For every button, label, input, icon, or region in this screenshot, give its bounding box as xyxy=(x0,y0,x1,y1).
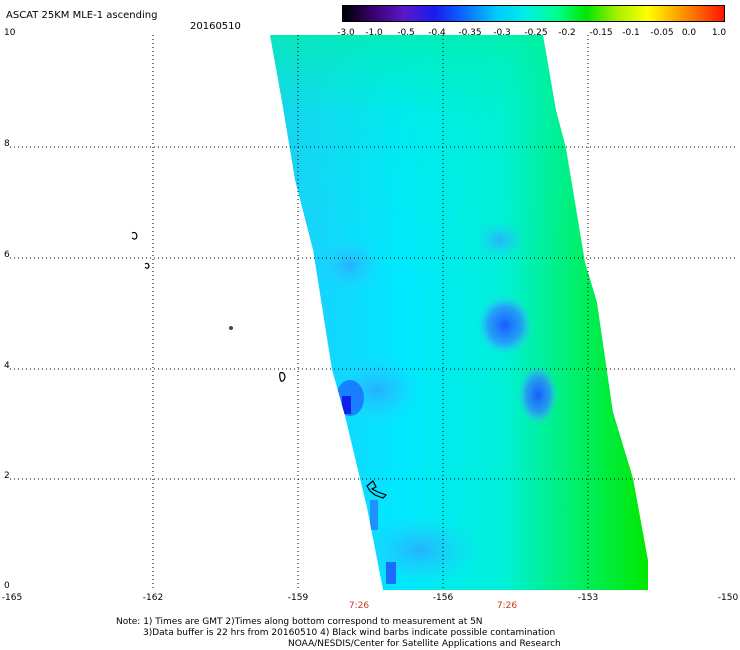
swath-data xyxy=(270,35,648,590)
colorbar-label: 1.0 xyxy=(711,28,727,38)
scatterometer-map xyxy=(10,35,735,590)
latitude-label: 4 xyxy=(4,361,10,371)
latitude-label: 10 xyxy=(4,28,16,38)
longitude-label: -150 xyxy=(717,593,739,603)
footnote-line-1: Note: 1) Times are GMT 2)Times along bot… xyxy=(116,617,483,627)
colorbar-label: -3.0 xyxy=(337,28,355,38)
footnote-line-3: NOAA/NESDIS/Center for Satellite Applica… xyxy=(288,639,561,649)
colorbar-label: -0.2 xyxy=(558,28,576,38)
longitude-label: -156 xyxy=(432,593,454,603)
latitude-label: 8 xyxy=(4,139,10,149)
longitude-label: -165 xyxy=(1,593,23,603)
colorbar-label: 0.0 xyxy=(681,28,697,38)
colorbar-label: -0.05 xyxy=(650,28,674,38)
colorbar-label: -0.35 xyxy=(458,28,482,38)
colorbar-label: -0.4 xyxy=(428,28,446,38)
map-grid xyxy=(10,35,735,590)
latitude-label: 6 xyxy=(4,250,10,260)
colorbar-label: -1.0 xyxy=(365,28,383,38)
latitude-label: 2 xyxy=(4,471,10,481)
color-scale-bar xyxy=(342,5,725,22)
colorbar-label: -0.5 xyxy=(397,28,415,38)
pass-time-label: 7:26 xyxy=(496,601,518,611)
map-title: ASCAT 25KM MLE-1 ascending xyxy=(6,10,158,21)
longitude-label: -162 xyxy=(142,593,164,603)
footnote-line-2: 3)Data buffer is 22 hrs from 20160510 4)… xyxy=(143,628,556,638)
longitude-label: -153 xyxy=(577,593,599,603)
colorbar-label: -0.15 xyxy=(589,28,613,38)
longitude-label: -159 xyxy=(287,593,309,603)
colorbar-label: -0.25 xyxy=(524,28,548,38)
pass-time-label: 7:26 xyxy=(348,601,370,611)
latitude-label: 0 xyxy=(4,581,10,591)
coastline xyxy=(131,231,388,499)
map-date: 20160510 xyxy=(190,21,241,32)
colorbar-label: -0.3 xyxy=(493,28,511,38)
colorbar-label: -0.1 xyxy=(622,28,640,38)
